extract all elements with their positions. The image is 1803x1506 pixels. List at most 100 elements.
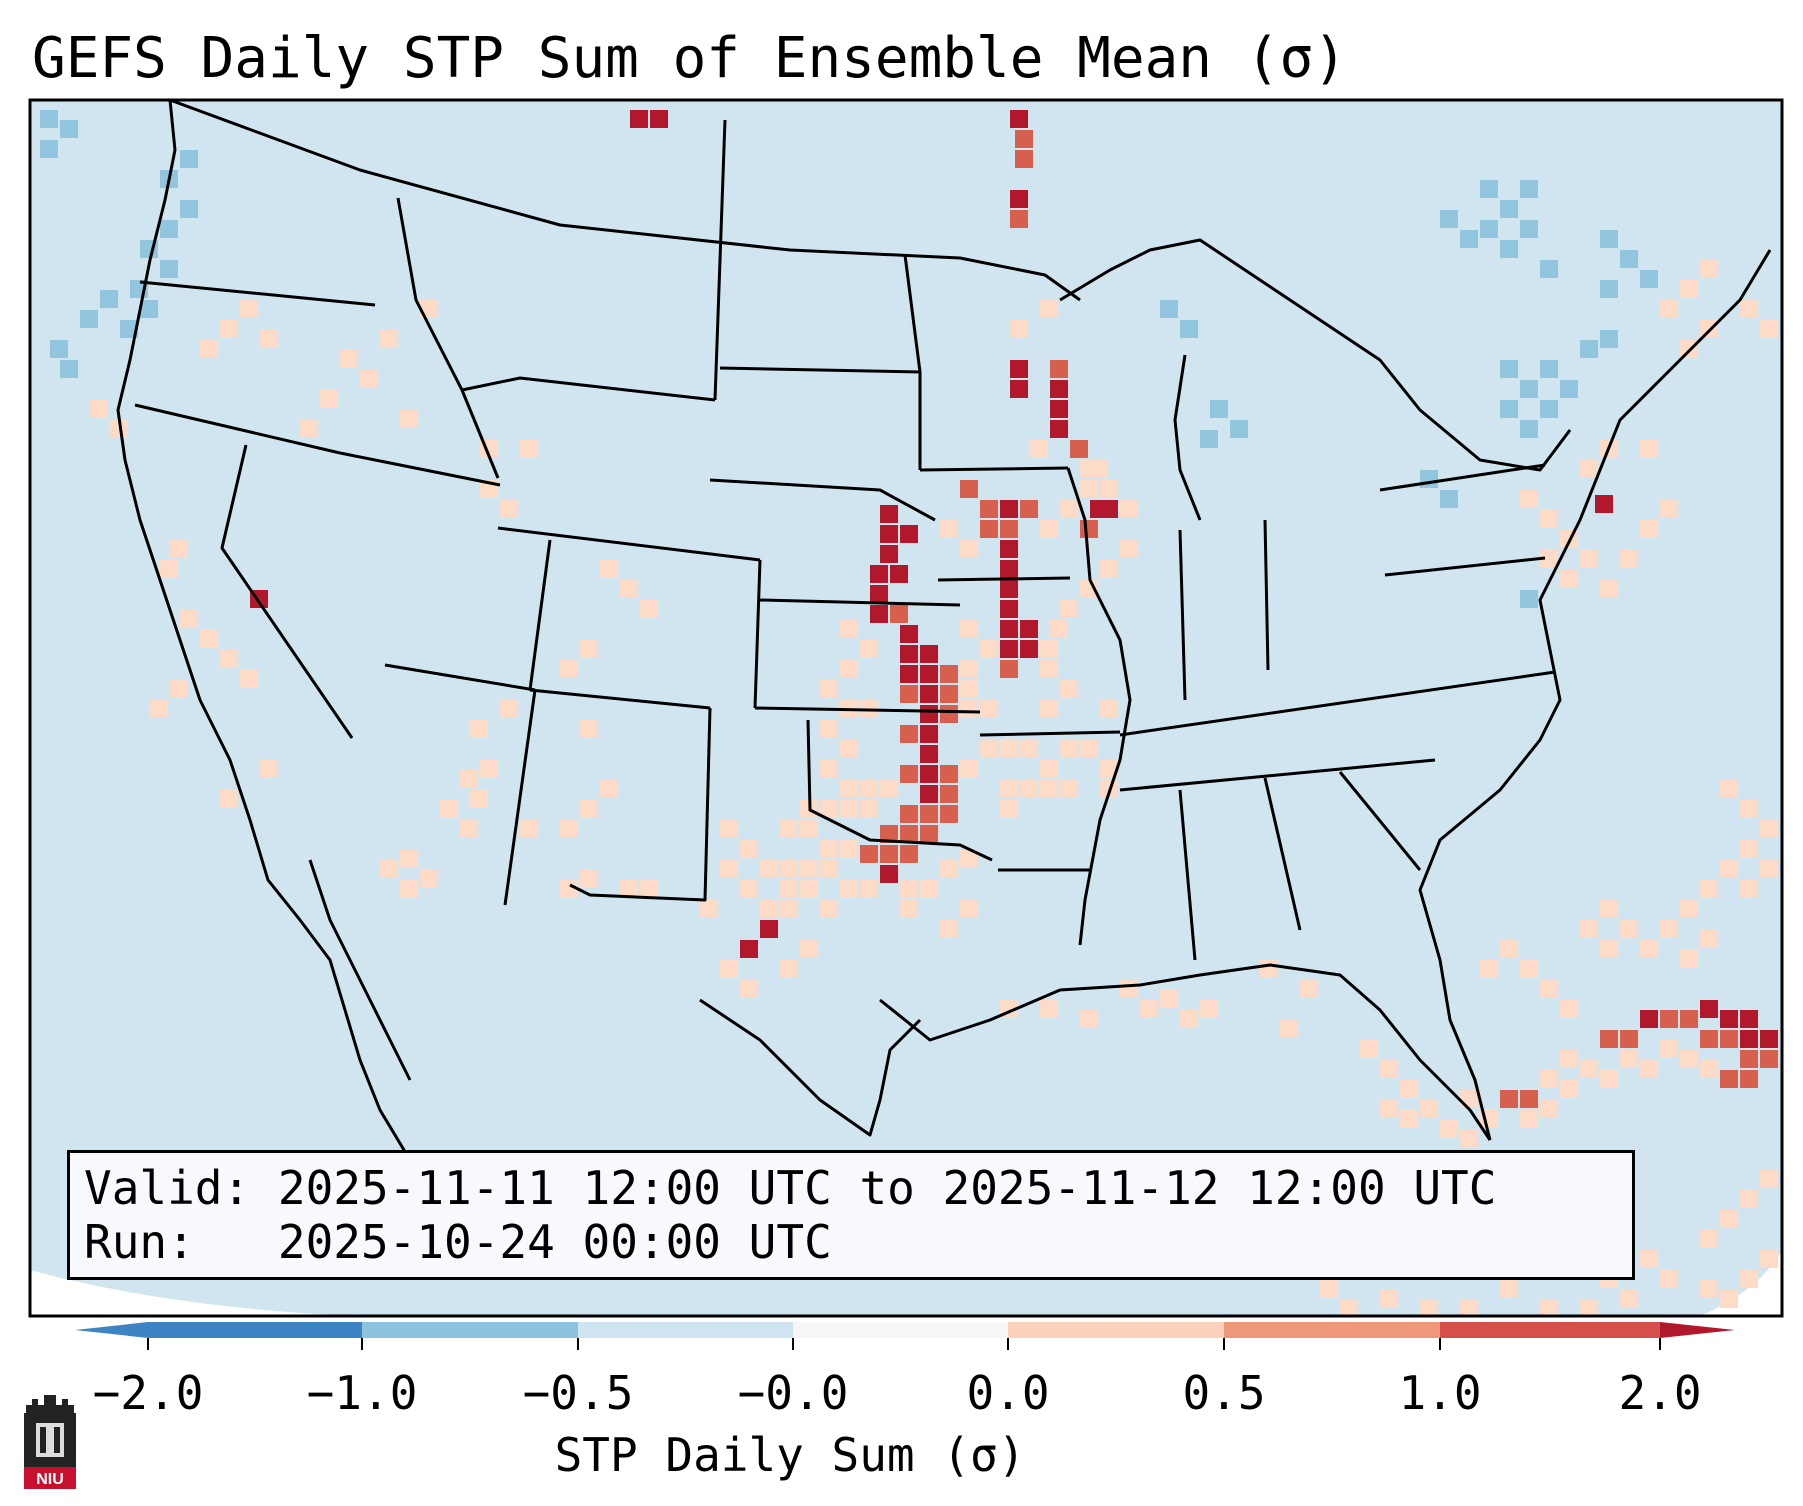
stp-grid-cell (1340, 1300, 1358, 1316)
stp-grid-cell (1100, 700, 1118, 718)
stp-grid-cell (580, 720, 598, 738)
stp-grid-cell (1070, 440, 1088, 458)
stp-grid-cell (1560, 570, 1578, 588)
stp-grid-cell (300, 420, 318, 438)
stp-grid-cell (340, 350, 358, 368)
stp-grid-cell (1420, 1100, 1438, 1118)
stp-grid-cell (1030, 440, 1048, 458)
stp-grid-cell (760, 900, 778, 918)
stp-grid-cell (600, 780, 618, 798)
stp-grid-cell (1540, 550, 1558, 568)
stp-grid-cell (900, 845, 918, 863)
stp-grid-cell (470, 790, 488, 808)
stp-grid-cell (1100, 480, 1118, 498)
stp-grid-cell (900, 525, 918, 543)
stp-grid-cell (1010, 360, 1028, 378)
stp-grid-cell (940, 520, 958, 538)
stp-grid-cell (240, 300, 258, 318)
stp-grid-cell (940, 785, 958, 803)
stp-grid-cell (1560, 1000, 1578, 1018)
line-ks-ok (754, 706, 981, 714)
stp-grid-cell (1000, 740, 1018, 758)
stp-grid-cell (1700, 1000, 1718, 1018)
stp-grid-cell (1010, 210, 1028, 228)
stp-grid-cell (50, 340, 68, 358)
stp-grid-cell (1500, 240, 1518, 258)
colorbar-segment (793, 1322, 1008, 1338)
stp-grid-cell (640, 600, 658, 618)
colorbar-segment (578, 1322, 793, 1338)
stp-grid-cell (380, 860, 398, 878)
colorbar-segments (148, 1322, 1660, 1338)
stp-grid-cell (820, 860, 838, 878)
stp-grid-cell (960, 760, 978, 778)
line-sd-ne (709, 478, 936, 522)
stp-grid-cell (1700, 1230, 1718, 1248)
stp-grid-cell (1010, 190, 1028, 208)
stp-grid-cell (1540, 260, 1558, 278)
stp-grid-cell (820, 800, 838, 818)
stp-grid-cell (980, 500, 998, 518)
stp-grid-cell (900, 645, 918, 663)
stp-grid-cell (1520, 1090, 1538, 1108)
stp-grid-cell (880, 865, 898, 883)
stp-grid-cell (1120, 980, 1138, 998)
stp-grid-cell (920, 785, 938, 803)
stp-grid-cell (1380, 1060, 1398, 1078)
lake-michigan (1173, 354, 1202, 521)
stp-grid-cell (1720, 1290, 1738, 1308)
stp-grid-cell (840, 840, 858, 858)
stp-grid-cell (890, 605, 908, 623)
stp-grid-cell (500, 700, 518, 718)
stp-grid-cell (620, 880, 638, 898)
stp-grid-cell (900, 625, 918, 643)
stp-grid-cell (1000, 600, 1018, 618)
stp-grid-cell (140, 300, 158, 318)
stp-grid-cell (160, 560, 178, 578)
stp-grid-cell (1760, 820, 1778, 838)
stp-grid-cell (1015, 130, 1033, 148)
stp-grid-cell (1560, 1080, 1578, 1098)
line-nd-sd (719, 366, 921, 374)
colorbar-tick-label: 0.5 (1182, 1366, 1266, 1420)
stp-grid-cell (1500, 940, 1518, 958)
stp-grid-cell (1680, 950, 1698, 968)
stp-grid-cell (870, 585, 888, 603)
stp-grid-cell (920, 765, 938, 783)
stp-grid-cell (1580, 920, 1598, 938)
stp-grid-cell (1520, 1110, 1538, 1128)
stp-grid-cell (1040, 1000, 1058, 1018)
colorbar-tick-label: −0.5 (522, 1366, 634, 1420)
stp-grid-cell (1010, 320, 1028, 338)
stp-grid-cell (1720, 1070, 1738, 1088)
stp-grid-cell (170, 680, 188, 698)
stp-grid-cell (1000, 540, 1018, 558)
stp-grid-cell (1540, 1070, 1558, 1088)
stp-grid-cell (920, 645, 938, 663)
line-tn-south (1119, 758, 1436, 792)
stp-grid-cell (1600, 1070, 1618, 1088)
stp-grid-cell (1060, 780, 1078, 798)
stp-grid-cell (1080, 740, 1098, 758)
stp-grid-cell (380, 330, 398, 348)
colorbar-tick-label: 0.0 (966, 1366, 1050, 1420)
stp-grid-cell (920, 685, 938, 703)
line-ut-co (528, 539, 552, 691)
stp-grid-cell (1740, 1270, 1758, 1288)
stp-grid-cell (400, 880, 418, 898)
stp-grid-cell (1460, 1130, 1478, 1148)
valid-info-box: Valid: 2025-11-11 12:00 UTC to 2025-11-1… (67, 1150, 1635, 1280)
stp-grid-cell (1040, 640, 1058, 658)
map-frame (28, 98, 1784, 1318)
stp-grid-cell (90, 400, 108, 418)
stp-grid-cell (840, 880, 858, 898)
stp-grid-cell (800, 940, 818, 958)
stp-grid-cell (160, 220, 178, 238)
stp-grid-cell (960, 620, 978, 638)
stp-grid-cell (740, 980, 758, 998)
colorbar-tick-label: −2.0 (92, 1366, 204, 1420)
stp-grid-cell (1740, 1050, 1758, 1068)
stp-grid-cell (170, 540, 188, 558)
stp-grid-cell (1400, 1080, 1418, 1098)
stp-grid-cell (1600, 900, 1618, 918)
